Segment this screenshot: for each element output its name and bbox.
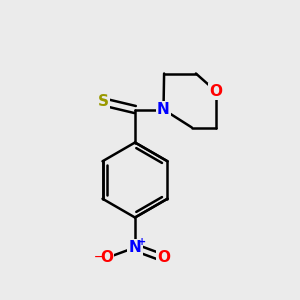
Text: O: O [100, 250, 113, 266]
Text: N: N [157, 102, 170, 117]
Text: +: + [138, 237, 146, 247]
Text: N: N [129, 240, 141, 255]
Text: O: O [157, 250, 170, 266]
Text: −: − [94, 251, 104, 262]
Text: S: S [98, 94, 109, 110]
Text: O: O [210, 84, 223, 99]
